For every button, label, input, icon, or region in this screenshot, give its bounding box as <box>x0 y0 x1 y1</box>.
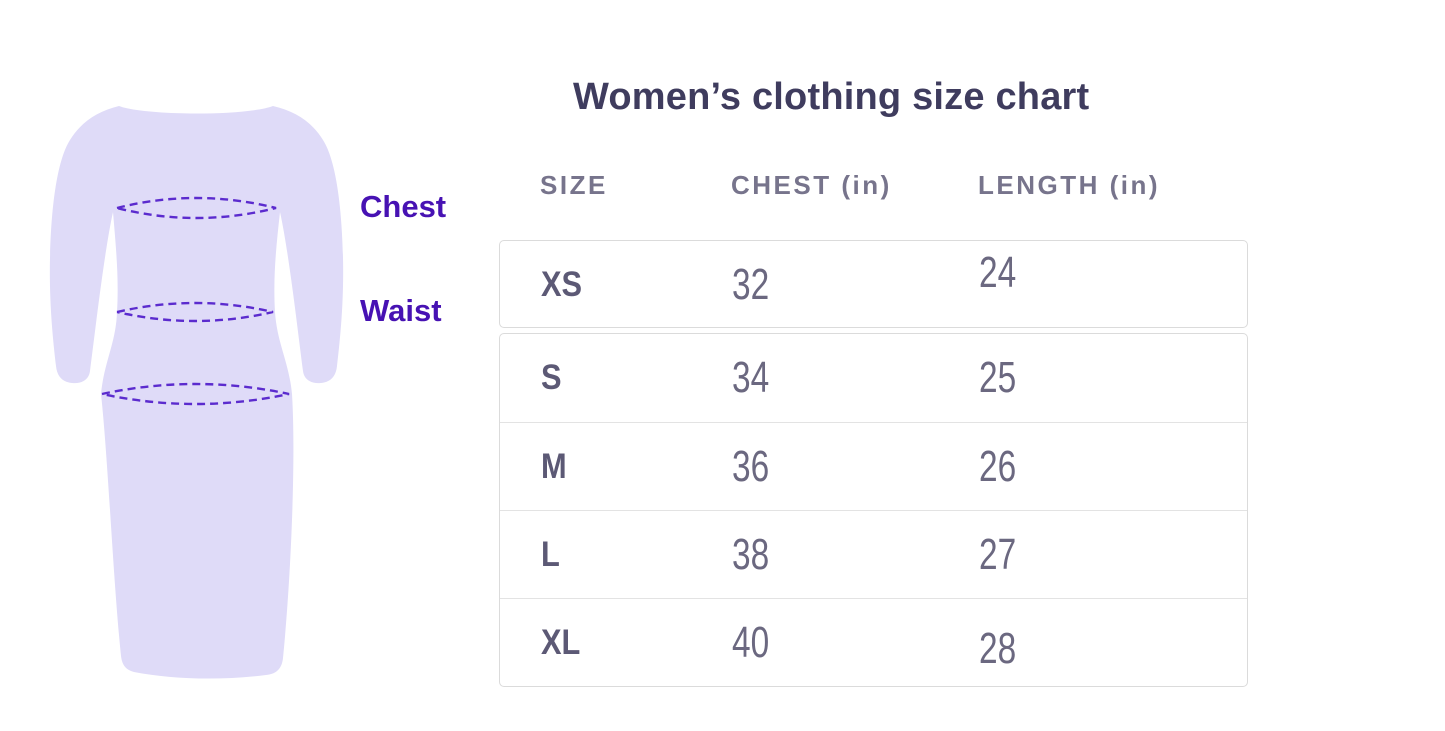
page-title: Women’s clothing size chart <box>573 76 1090 118</box>
dress-illustration <box>49 106 344 679</box>
table-body-card: S 34 25 M 36 26 L 38 27 XL 40 28 <box>499 333 1248 687</box>
chest-cell: 36 <box>732 441 770 491</box>
waist-measurement-line <box>116 301 274 323</box>
table-row: XS 32 24 <box>500 241 1247 329</box>
chest-label: Chest <box>360 189 447 224</box>
column-header-chest: CHEST (in) <box>731 170 892 200</box>
chest-cell: 34 <box>732 353 770 402</box>
column-header-size: SIZE <box>540 170 608 200</box>
column-header-length: LENGTH (in) <box>978 170 1161 200</box>
size-cell: XL <box>541 622 581 662</box>
table-row-card-xs: XS 32 24 <box>499 240 1248 328</box>
dress-silhouette <box>49 106 344 679</box>
table-row: S 34 25 <box>500 334 1247 422</box>
chest-cell: 40 <box>732 617 770 667</box>
hip-measurement-line <box>101 382 290 406</box>
table-row: M 36 26 <box>500 422 1247 510</box>
length-cell: 24 <box>979 248 1017 297</box>
size-cell: L <box>541 534 560 574</box>
length-cell: 27 <box>979 529 1017 579</box>
waist-label: Waist <box>360 293 442 328</box>
size-cell: S <box>541 358 562 397</box>
chest-measurement-line <box>116 196 277 220</box>
table-row: XL 40 28 <box>500 598 1247 686</box>
size-cell: XS <box>541 265 583 304</box>
table-row: L 38 27 <box>500 510 1247 598</box>
length-cell: 26 <box>979 441 1017 491</box>
length-cell: 25 <box>979 353 1017 402</box>
size-cell: M <box>541 446 567 486</box>
chest-cell: 38 <box>732 529 770 579</box>
length-cell: 28 <box>979 623 1017 673</box>
table-header: SIZE CHEST (in) LENGTH (in) <box>499 172 1248 198</box>
chest-cell: 32 <box>732 260 770 309</box>
